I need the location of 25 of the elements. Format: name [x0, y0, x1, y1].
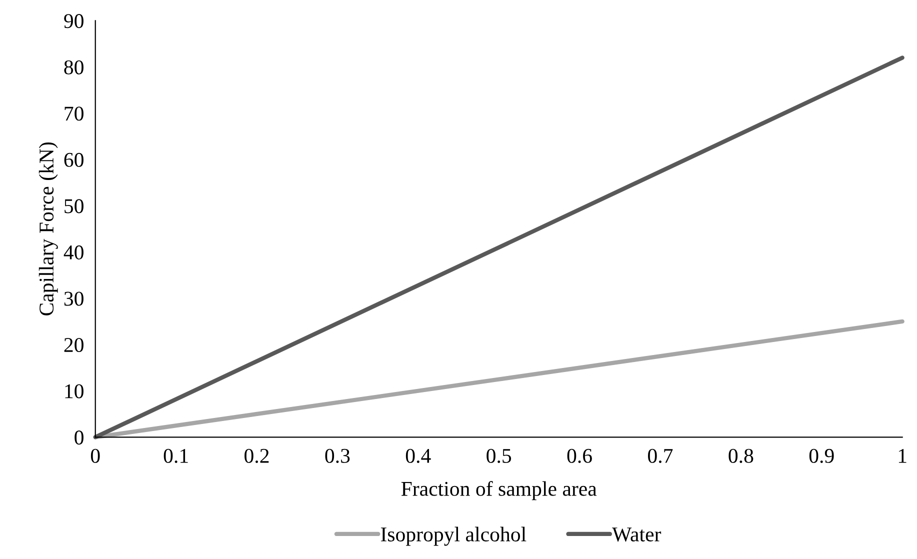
x-tick-label: 0.9 — [809, 448, 834, 463]
y-tick-label: 0 — [74, 430, 84, 445]
y-tick-label: 20 — [64, 338, 84, 352]
x-tick-label: 0.1 — [164, 448, 188, 463]
x-tick-label: 0.7 — [648, 448, 673, 463]
x-tick-label: 0.5 — [486, 448, 512, 463]
x-tick-label: 0.2 — [244, 448, 269, 463]
x-tick-label: 0.8 — [728, 448, 754, 463]
y-axis-title: Capillary Force (kN) — [38, 142, 58, 316]
x-tick-label: 0.6 — [567, 448, 592, 463]
y-tick-label: 90 — [64, 14, 84, 28]
x-axis-title: Fraction of sample area — [401, 481, 597, 500]
legend-label: Isopropyl alcohol — [380, 526, 526, 546]
y-tick-label: 80 — [64, 60, 84, 74]
y-tick-label: 70 — [64, 106, 84, 121]
x-tick-label: 0.3 — [325, 448, 350, 463]
y-tick-label: 10 — [65, 384, 84, 398]
legend-label: Water — [612, 528, 662, 542]
y-tick-label: 40 — [64, 245, 84, 260]
y-tick-label: 50 — [64, 199, 84, 214]
x-tick-label: 0.4 — [406, 448, 431, 463]
x-tick-label: 0 — [90, 448, 100, 463]
y-tick-label: 30 — [64, 292, 84, 306]
y-tick-label: 60 — [64, 152, 84, 167]
x-tick-label: 1 — [898, 448, 906, 463]
